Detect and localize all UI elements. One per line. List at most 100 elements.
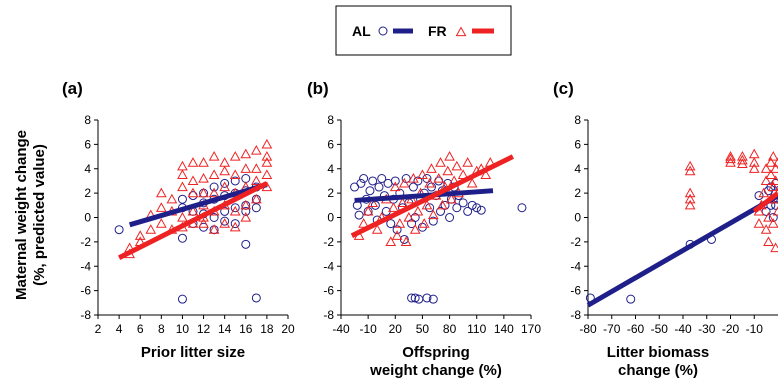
fr-point [198, 157, 209, 167]
al-point [365, 186, 375, 196]
x-tick-label: -70 [603, 322, 621, 336]
fr-point [767, 151, 778, 161]
al-point [359, 174, 369, 183]
fr-point [240, 148, 252, 159]
al-point [476, 205, 486, 215]
al-fit-line [128, 182, 268, 228]
fr-point [737, 158, 748, 168]
panel-label: (a) [62, 79, 83, 98]
al-point [425, 203, 435, 213]
y-tick-label: 4 [84, 162, 91, 176]
fr-point [767, 181, 778, 192]
al-point [445, 213, 455, 222]
fr-point [398, 177, 410, 188]
x-tick-label: 110 [467, 322, 486, 336]
fr-point [435, 157, 446, 167]
fr-point [371, 224, 383, 234]
x-tick-label: 10 [176, 322, 190, 336]
x-tick-label: 4 [116, 322, 123, 336]
fr-point [748, 148, 760, 159]
fr-point [408, 172, 419, 183]
y-tick-label: 2 [84, 186, 91, 200]
fr-point [770, 163, 778, 173]
fr-point [397, 197, 408, 207]
series-al [585, 178, 778, 304]
fr-point [250, 175, 262, 186]
al-point [517, 203, 527, 213]
fr-point [362, 205, 374, 216]
y-tick-label: 6 [84, 137, 91, 151]
fr-point [725, 151, 736, 161]
y-tick-label: 0 [84, 211, 91, 225]
fr-point [684, 160, 696, 171]
y-tick-label: -6 [323, 284, 334, 298]
fr-point [240, 199, 252, 210]
fr-point [684, 187, 696, 198]
legend: AL FR [335, 5, 512, 56]
fr-point [145, 224, 157, 234]
al-point [771, 200, 778, 210]
x-tick-label: 16 [239, 322, 253, 336]
fr-point [198, 172, 209, 183]
y-tick-label: -4 [323, 259, 334, 273]
y-tick-label: -2 [323, 235, 334, 249]
al-point [230, 219, 240, 229]
fr-point [765, 157, 777, 167]
y-tick-label: 0 [574, 211, 581, 225]
al-point [354, 210, 364, 220]
y-tick-label: -2 [570, 235, 581, 249]
al-point [377, 174, 387, 183]
al-point [209, 213, 219, 222]
fr-point [409, 224, 421, 234]
al-point [754, 191, 764, 201]
y-tick-label: 0 [327, 211, 334, 225]
fr-point [187, 205, 199, 216]
al-point [472, 203, 482, 213]
fr-point [219, 165, 231, 176]
al-point [241, 206, 251, 216]
al-point [761, 206, 771, 216]
fr-point [421, 199, 433, 210]
fr-point [208, 224, 220, 234]
fr-point [462, 157, 474, 167]
fr-point [436, 199, 448, 210]
fr-point [684, 165, 696, 176]
fr-point [424, 177, 436, 188]
x-axis-title: change (%) [618, 362, 698, 379]
y-tick-label: -4 [80, 259, 91, 273]
al-point [626, 294, 636, 304]
al-point [356, 178, 366, 188]
al-point [230, 203, 240, 213]
al-point [392, 225, 402, 235]
fr-point [737, 154, 748, 165]
fr-point [772, 205, 778, 216]
x-tick-label: 50 [416, 322, 430, 336]
fr-point [760, 224, 772, 234]
x-tick-label: 20 [389, 322, 403, 336]
y-tick-label: -8 [80, 308, 91, 322]
legend-marker-fr [455, 26, 467, 37]
al-point [390, 176, 400, 186]
fr-point [177, 169, 188, 179]
al-point [177, 233, 187, 243]
fr-point [388, 202, 399, 212]
fr-point [208, 151, 220, 161]
al-point [436, 206, 446, 216]
x-tick-label: 170 [521, 322, 541, 336]
fr-point [426, 163, 437, 173]
fr-point [767, 218, 778, 228]
fr-point [187, 157, 199, 167]
fr-point [770, 175, 778, 186]
x-tick-label: -60 [627, 322, 645, 336]
y-tick-label: -4 [570, 259, 581, 273]
y-tick-label: 8 [327, 113, 334, 127]
fr-point [403, 211, 415, 222]
fr-point [134, 230, 146, 240]
y-tick-label: 6 [574, 137, 581, 151]
y-tick-label: 2 [574, 186, 581, 200]
y-tick-label: -8 [570, 308, 581, 322]
fr-point [725, 157, 736, 167]
series-al [350, 174, 527, 304]
fr-point [155, 202, 167, 212]
